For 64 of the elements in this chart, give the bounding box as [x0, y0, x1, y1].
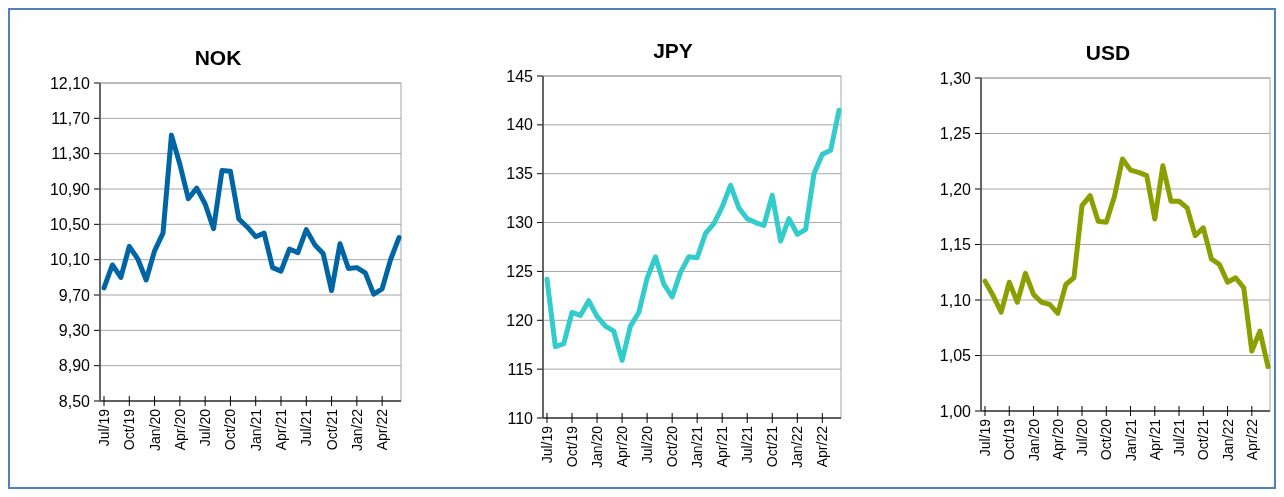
x-tick-label: Oct/20 [664, 425, 681, 468]
y-tick-label: 1,25 [939, 125, 972, 143]
x-tick-label: Oct/19 [121, 408, 138, 451]
y-tick-label: 8,90 [58, 357, 91, 375]
x-tick-label: Jul/20 [1074, 418, 1091, 457]
chart-title: JPY [653, 39, 693, 62]
y-tick-label: 1,20 [939, 180, 972, 198]
x-tick-label: Jul/21 [739, 425, 756, 464]
y-tick-label: 10,50 [49, 215, 91, 233]
x-tick-label: Jan/20 [589, 425, 606, 469]
x-tick-label: Jul/20 [197, 408, 214, 447]
x-tick-label: Apr/21 [273, 408, 289, 451]
y-tick-label: 1,10 [939, 291, 972, 309]
x-tick-label: Jan/20 [1025, 418, 1042, 462]
x-tick-label: Apr/20 [614, 425, 631, 468]
x-tick-label: Apr/22 [1243, 418, 1260, 461]
x-tick-label: Jul/19 [539, 425, 555, 464]
x-tick-label: Oct/19 [1001, 418, 1018, 461]
x-tick-label: Jan/21 [689, 425, 706, 469]
x-tick-label: Apr/21 [1146, 418, 1163, 461]
x-tick-label: Jul/19 [96, 408, 112, 447]
x-tick-label: Oct/21 [323, 408, 340, 451]
x-tick-label: Jan/22 [348, 408, 365, 452]
x-tick-label: Oct/20 [222, 408, 239, 451]
y-tick-label: 10,10 [49, 251, 91, 269]
x-tick-label: Oct/20 [1098, 418, 1115, 461]
x-tick-label: Jan/21 [247, 408, 264, 452]
x-tick-label: Jul/20 [639, 425, 656, 464]
y-tick-label: 135 [506, 165, 534, 183]
x-tick-label: Jan/22 [789, 425, 806, 469]
x-tick-label: Apr/20 [171, 408, 188, 451]
x-tick-label: Apr/22 [814, 425, 831, 468]
y-tick-label: 1,15 [939, 236, 972, 254]
y-tick-label: 9,30 [58, 321, 91, 339]
x-tick-label: Apr/22 [374, 408, 391, 451]
x-tick-label: Oct/21 [764, 425, 781, 468]
y-tick-label: 8,50 [58, 392, 91, 410]
y-tick-label: 9,70 [58, 286, 91, 304]
x-tick-label: Jul/21 [298, 408, 315, 447]
x-tick-label: Jul/19 [977, 418, 993, 457]
y-tick-label: 1,05 [939, 347, 972, 365]
x-tick-label: Jan/21 [1122, 418, 1139, 462]
y-tick-label: 11,30 [51, 145, 91, 163]
chart-title: NOK [194, 46, 242, 69]
y-tick-label: 11,70 [51, 109, 91, 127]
x-tick-label: Jan/20 [146, 408, 163, 452]
y-tick-label: 125 [506, 263, 534, 281]
y-tick-label: 120 [506, 311, 534, 329]
x-tick-label: Jul/21 [1171, 418, 1188, 457]
x-tick-label: Jan/22 [1219, 418, 1236, 462]
x-tick-label: Apr/21 [714, 425, 731, 468]
x-tick-label: Oct/21 [1195, 418, 1212, 461]
y-tick-label: 1,30 [939, 69, 972, 87]
y-tick-label: 1,00 [939, 402, 972, 420]
x-tick-label: Oct/19 [564, 425, 581, 468]
y-tick-label: 12,10 [49, 74, 91, 92]
y-tick-label: 115 [507, 360, 534, 378]
x-tick-label: Apr/20 [1049, 418, 1066, 461]
y-tick-label: 140 [506, 116, 534, 134]
y-tick-label: 145 [506, 67, 534, 85]
chart-title: USD [1085, 41, 1131, 64]
y-tick-label: 110 [507, 409, 534, 427]
y-tick-label: 10,90 [49, 180, 91, 198]
y-tick-label: 130 [506, 214, 534, 232]
